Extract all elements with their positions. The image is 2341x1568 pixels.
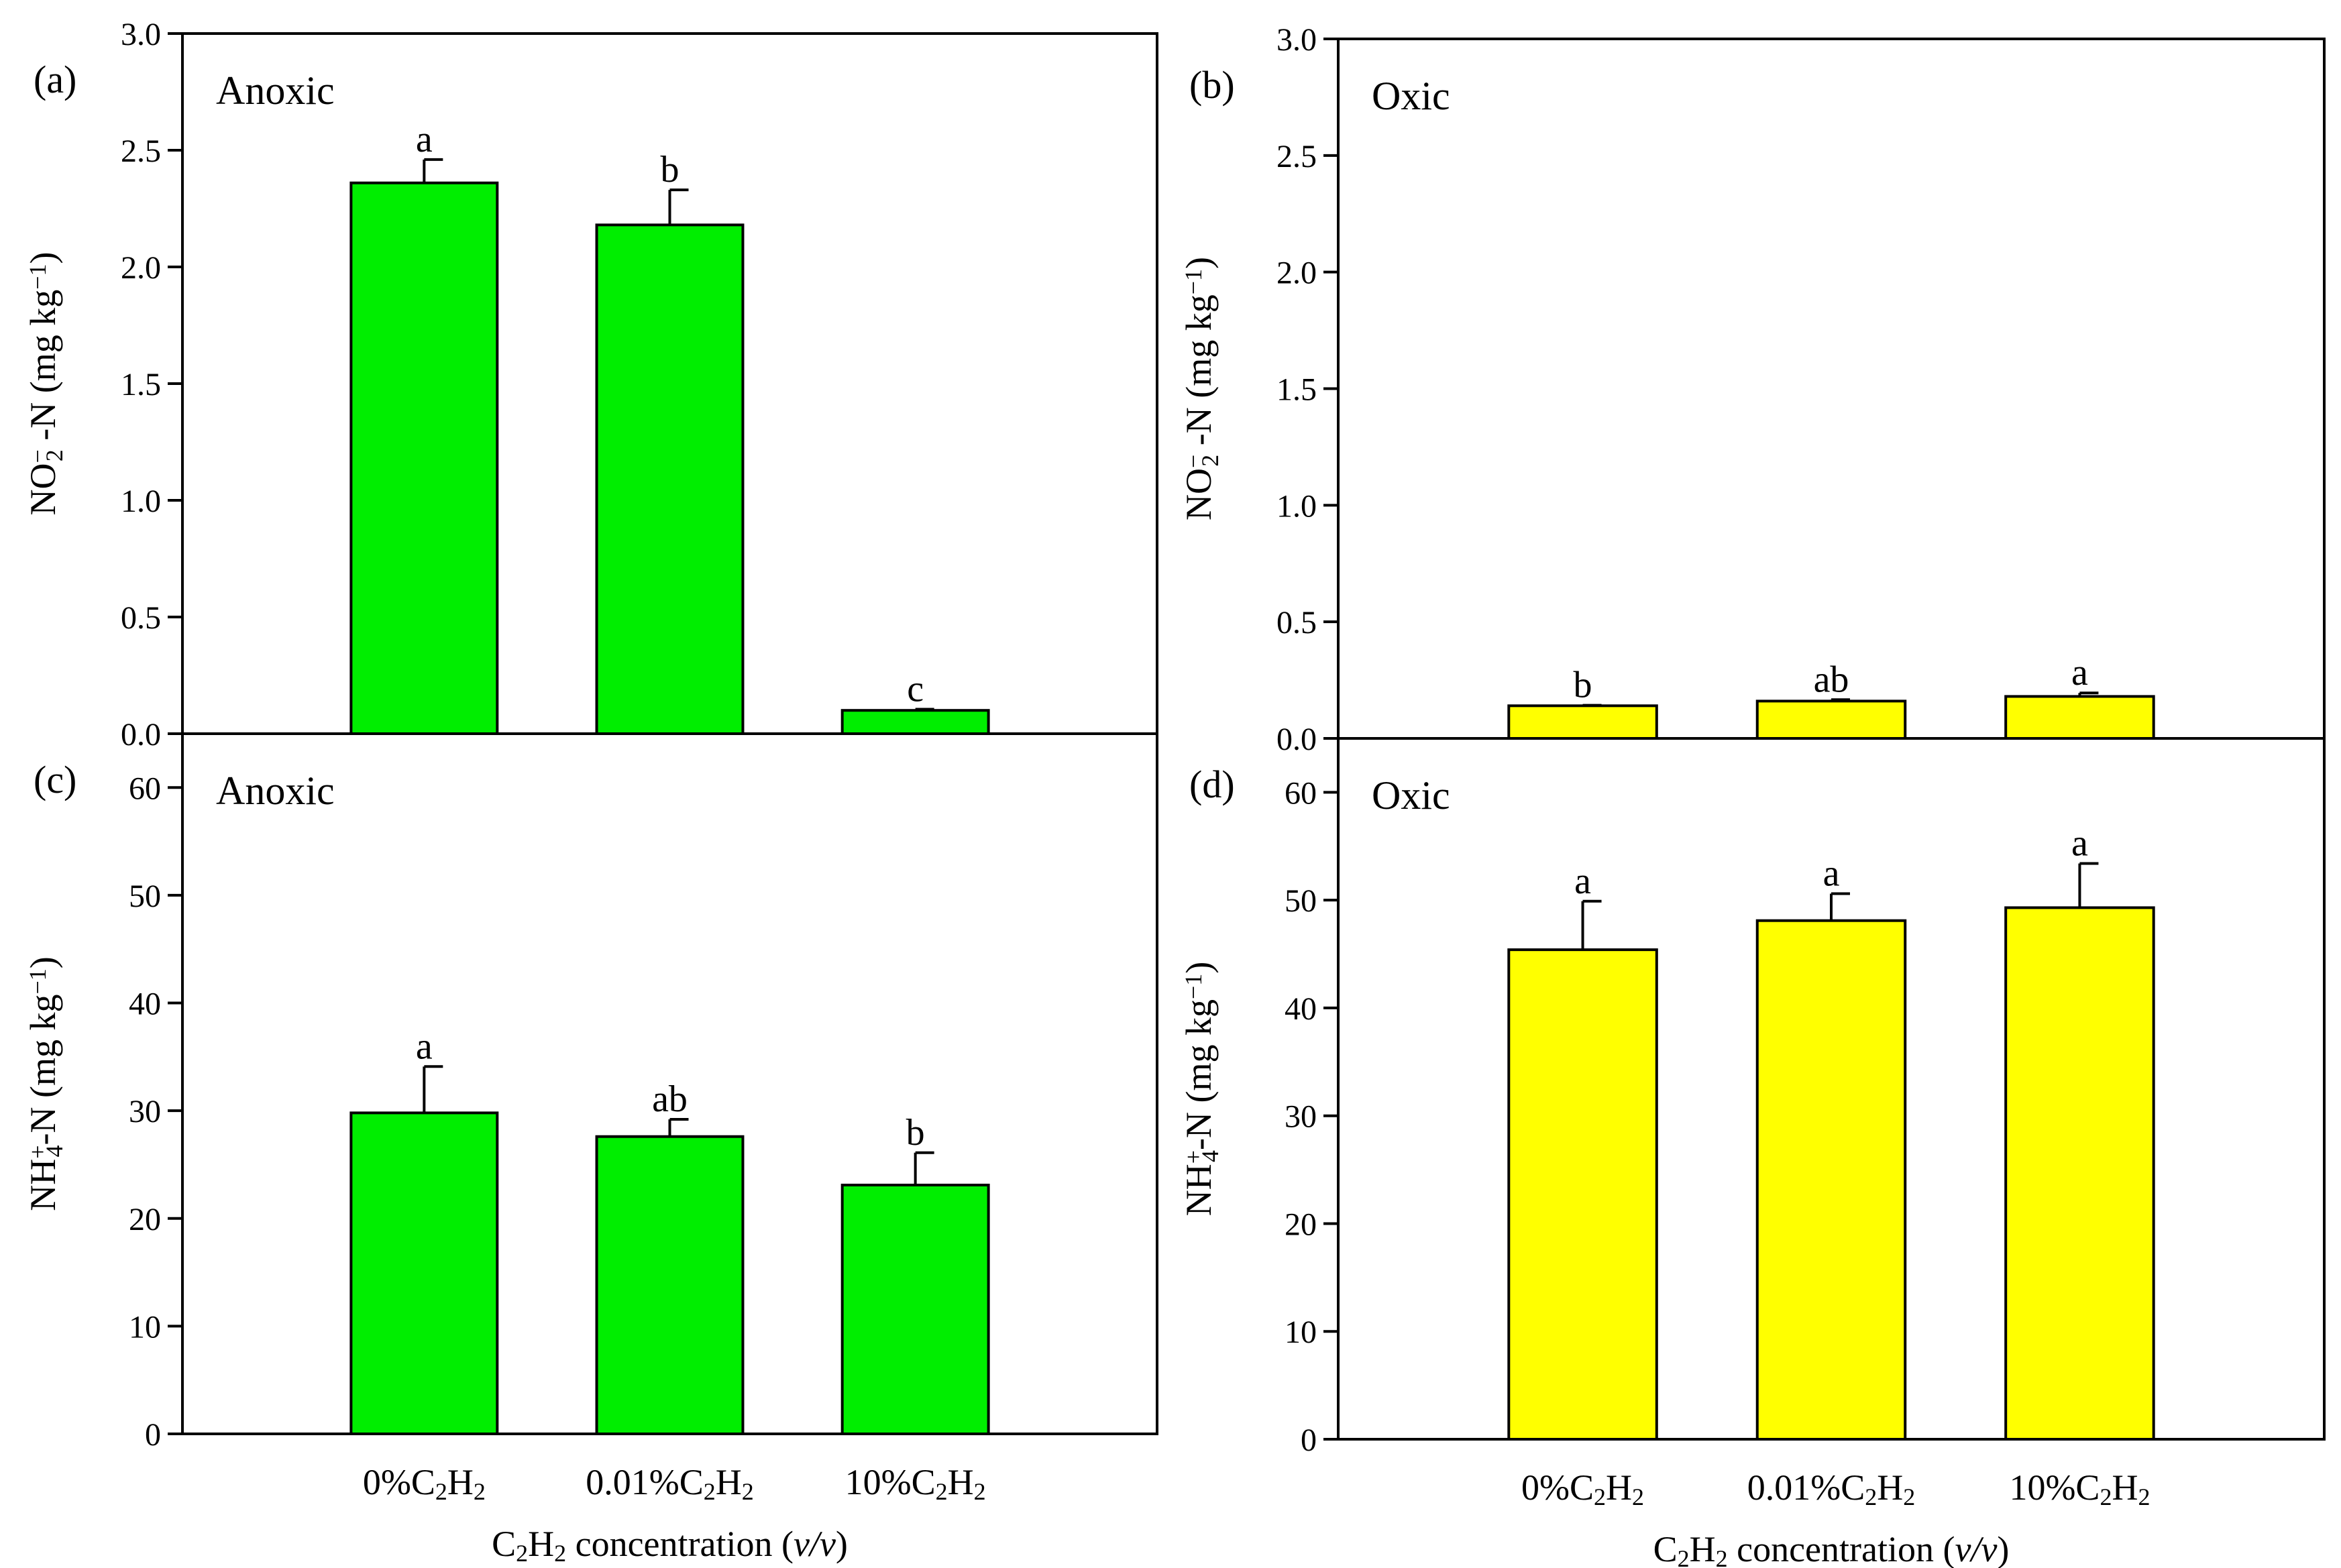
significance-letter: a: [1574, 860, 1591, 902]
y-tick-label: 50: [1285, 883, 1317, 919]
x-axis-title: C2H2 concentration (v/v): [1653, 1529, 2010, 1568]
significance-letter: b: [1574, 665, 1592, 706]
x-axis-title: C2H2 concentration (v/v): [492, 1524, 848, 1567]
bar-1: [1507, 948, 1658, 1441]
y-tick-label: 2.5: [121, 133, 161, 169]
y-axis-title: NO−2 -N (mg kg−1): [1179, 257, 1223, 520]
bar-1: [1507, 704, 1658, 740]
bar-1: [349, 1111, 499, 1436]
panel-b: 0.0 0.5 1.0 1.5 2.0 2.5 3.0 NO−2 -N (mg kg−1) (b…: [1179, 22, 2326, 757]
y-tick-label: 20: [1285, 1207, 1317, 1242]
y-tick-label: 0: [1301, 1422, 1317, 1458]
significance-letter: a: [1823, 853, 1840, 895]
condition-label: Anoxic: [216, 68, 335, 113]
significance-letter: ab: [652, 1078, 688, 1120]
significance-letter: b: [906, 1112, 925, 1154]
y-axis-title: NO−2 -N (mg kg−1): [23, 251, 68, 515]
significance-letter: b: [661, 149, 679, 190]
y-tick-label: 3.0: [1276, 22, 1317, 58]
category-label: 0%C2H2: [363, 1462, 486, 1505]
significance-letter: a: [416, 1025, 433, 1067]
y-tick-label: 60: [1285, 775, 1317, 811]
y-tick-label: 2.0: [1276, 256, 1317, 291]
panel-label: (b): [1189, 63, 1235, 107]
y-tick-label: 0: [145, 1417, 161, 1453]
condition-label: Oxic: [1372, 773, 1450, 818]
panel-label: (c): [34, 758, 76, 801]
y-axis-title: NH+4-N (mg kg−1): [23, 956, 68, 1211]
bar-3: [840, 1183, 990, 1436]
significance-letter: a: [416, 119, 433, 160]
condition-label: Oxic: [1372, 74, 1450, 118]
y-tick-label: 1.5: [121, 367, 161, 402]
significance-letter: ab: [1814, 659, 1849, 700]
condition-label: Anoxic: [216, 769, 335, 813]
y-tick-label: 40: [129, 987, 161, 1022]
significance-letter: a: [2071, 822, 2088, 864]
y-tick-label: 0.0: [1276, 722, 1317, 757]
category-label: 10%C2H2: [2009, 1467, 2150, 1510]
y-tick-label: 2.5: [1276, 139, 1317, 174]
y-tick-label: 30: [1285, 1099, 1317, 1135]
bar-1: [349, 181, 499, 736]
panel-d: 0 10 20 30 40 50 60 NH+4-N (mg kg−1) (d) Oxic a 0%C…: [1179, 737, 2326, 1568]
plot-frame: [1337, 38, 2326, 740]
y-tick-label: 30: [129, 1094, 161, 1129]
y-tick-label: 2.0: [121, 250, 161, 286]
y-tick-label: 10: [1285, 1314, 1317, 1350]
y-tick-label: 0.5: [1276, 605, 1317, 640]
y-tick-label: 50: [129, 879, 161, 914]
bar-2: [1755, 919, 1907, 1441]
y-axis-title: NH+4-N (mg kg−1): [1179, 962, 1223, 1217]
bar-2: [1755, 699, 1907, 740]
y-tick-label: 1.0: [121, 484, 161, 519]
y-tick-label: 60: [129, 771, 161, 806]
panel-label: (a): [34, 58, 76, 101]
y-tick-label: 40: [1285, 991, 1317, 1027]
panel-a: 0.0 0.5 1.0 1.5 2.0 2.5 3.0 NO−2 -N (mg kg−1) (a…: [23, 17, 1158, 752]
bar-3: [2004, 906, 2155, 1441]
bar-2: [595, 223, 745, 735]
bar-3: [2004, 695, 2155, 740]
y-tick-label: 20: [129, 1202, 161, 1237]
y-tick-label: 0.5: [121, 600, 161, 636]
y-tick-label: 10: [129, 1309, 161, 1345]
y-tick-label: 0.0: [121, 717, 161, 752]
y-tick-label: 1.0: [1276, 488, 1317, 524]
category-label: 10%C2H2: [845, 1462, 986, 1505]
significance-letter: a: [2071, 652, 2088, 693]
significance-letter: c: [907, 668, 924, 710]
panel-label: (d): [1189, 763, 1235, 806]
y-tick-label: 3.0: [121, 17, 161, 52]
bar-3: [840, 709, 990, 735]
category-label: 0.01%C2H2: [1747, 1467, 1916, 1510]
category-label: 0.01%C2H2: [586, 1462, 754, 1505]
category-label: 0%C2H2: [1521, 1467, 1644, 1510]
y-tick-label: 1.5: [1276, 372, 1317, 408]
bar-2: [595, 1135, 745, 1435]
panel-c: 0 10 20 30 40 50 60 NH+4-N (mg kg−1) (c) Anoxic a 0…: [23, 732, 1158, 1567]
